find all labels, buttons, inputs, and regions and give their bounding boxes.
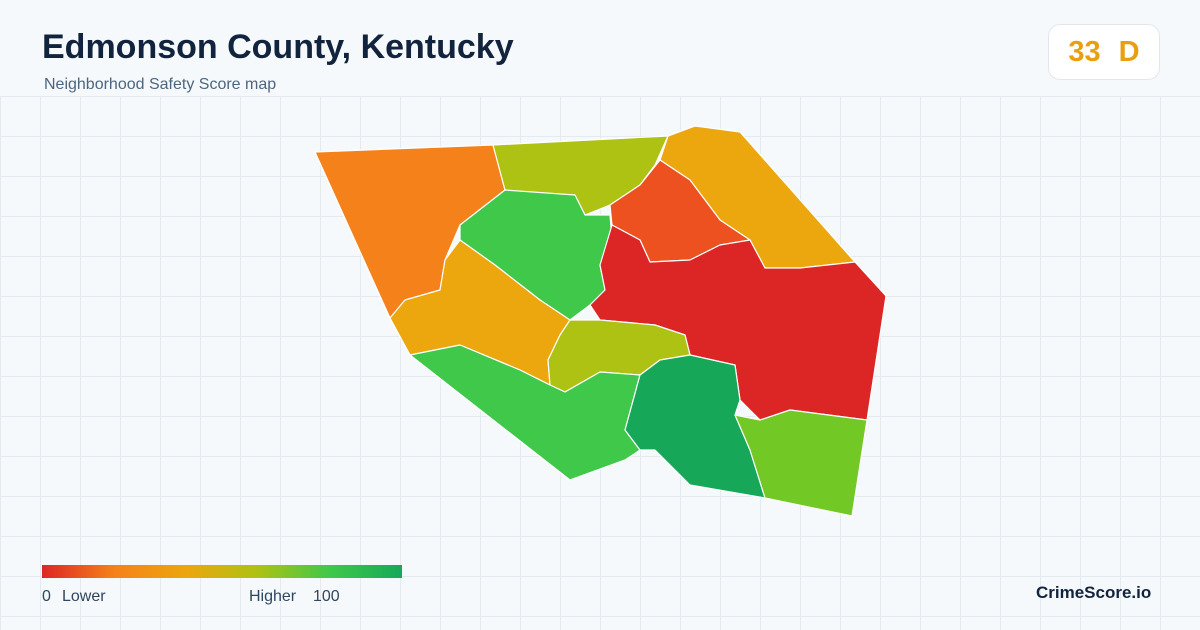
score-badge: 33 D: [1048, 24, 1160, 80]
legend-max: 100: [313, 588, 340, 605]
legend-min-label: Lower: [62, 588, 106, 605]
title: Edmonson County, Kentucky: [42, 28, 514, 66]
subtitle: Neighborhood Safety Score map: [44, 76, 277, 93]
region: [409, 344, 641, 481]
brand: CrimeScore.io: [1036, 583, 1152, 602]
header: Edmonson County, Kentucky Neighborhood S…: [0, 0, 1200, 97]
grade: D: [1118, 35, 1140, 68]
region: [734, 409, 868, 517]
legend-min: 0: [42, 588, 51, 605]
score: 33: [1068, 35, 1101, 68]
legend-max-label: Higher: [249, 588, 297, 605]
legend-gradient: [42, 565, 402, 578]
